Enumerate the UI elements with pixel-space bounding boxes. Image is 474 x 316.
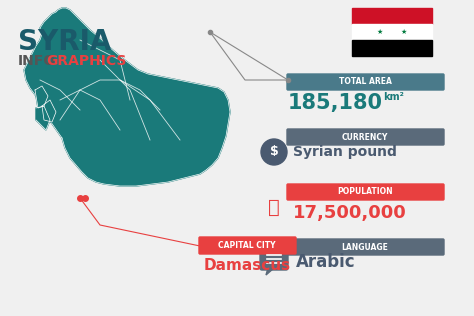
Text: ★: ★ — [401, 29, 407, 35]
FancyBboxPatch shape — [287, 184, 444, 200]
Text: CURRENCY: CURRENCY — [342, 132, 388, 142]
Polygon shape — [266, 268, 274, 275]
Text: Syrian pound: Syrian pound — [293, 145, 397, 159]
Text: SYRIA: SYRIA — [18, 28, 111, 56]
FancyBboxPatch shape — [287, 74, 444, 90]
FancyBboxPatch shape — [352, 8, 432, 24]
FancyBboxPatch shape — [287, 129, 444, 145]
Text: LANGUAGE: LANGUAGE — [342, 242, 388, 252]
Text: Damascus: Damascus — [203, 258, 291, 272]
FancyBboxPatch shape — [199, 237, 296, 254]
Text: ★: ★ — [377, 29, 383, 35]
Polygon shape — [35, 86, 48, 108]
Text: CAPITAL CITY: CAPITAL CITY — [218, 241, 276, 251]
Text: GRAPHICS: GRAPHICS — [46, 54, 127, 68]
FancyBboxPatch shape — [287, 239, 444, 255]
FancyBboxPatch shape — [260, 248, 288, 270]
Text: $: $ — [270, 145, 278, 159]
Text: TOTAL AREA: TOTAL AREA — [338, 77, 392, 87]
Text: POPULATION: POPULATION — [337, 187, 393, 197]
Text: 17,500,000: 17,500,000 — [293, 204, 407, 222]
Text: INFO: INFO — [18, 54, 56, 68]
Circle shape — [261, 139, 287, 165]
FancyBboxPatch shape — [352, 40, 432, 56]
Text: 🚶: 🚶 — [268, 198, 280, 216]
Text: 185,180: 185,180 — [288, 93, 383, 113]
FancyBboxPatch shape — [352, 24, 432, 40]
Polygon shape — [24, 8, 230, 186]
Polygon shape — [42, 100, 56, 122]
Polygon shape — [36, 106, 50, 130]
Text: Arabic: Arabic — [296, 253, 356, 271]
Text: km²: km² — [383, 92, 404, 102]
